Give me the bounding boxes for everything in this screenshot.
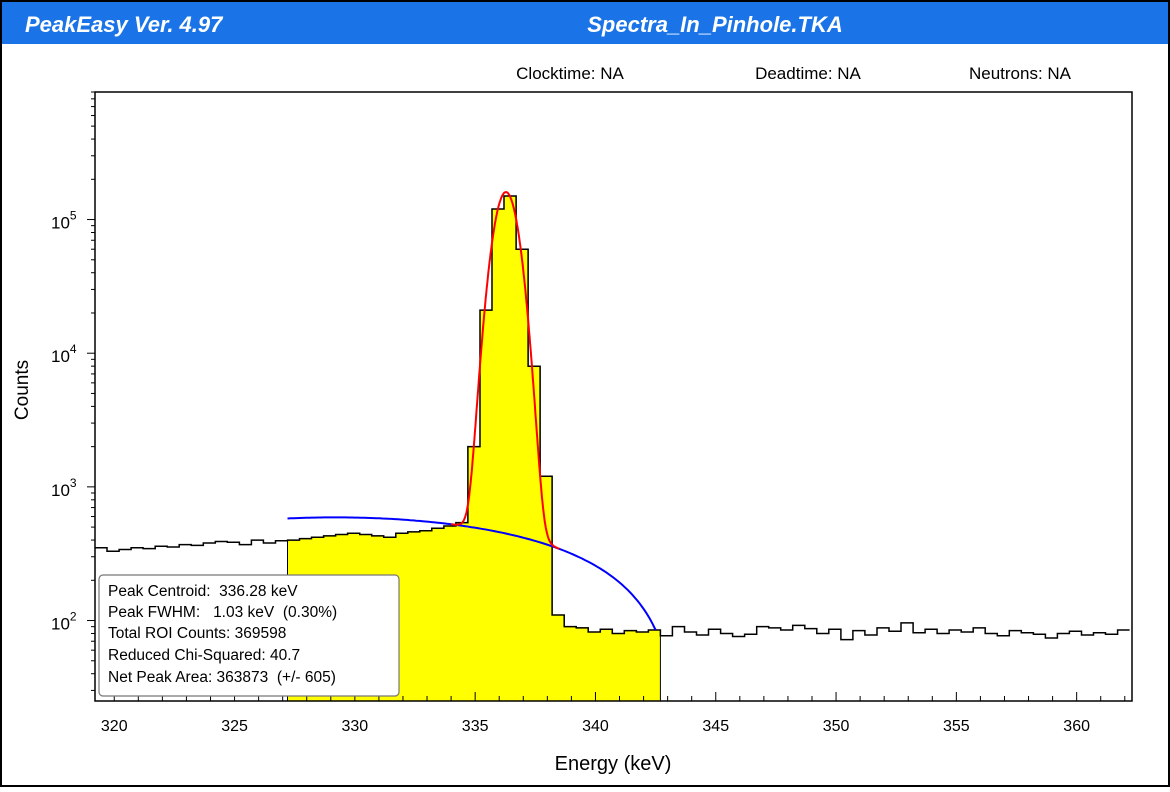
neutrons-readout: Neutrons: NA — [969, 64, 1072, 83]
x-tick-label: 355 — [943, 718, 970, 735]
x-axis-ticks: 320 325 330 335 340 345 350 355 360 — [101, 692, 1126, 735]
x-tick-label: 320 — [101, 718, 128, 735]
fit-results-box: Peak Centroid: 336.28 keV Peak FWHM: 1.0… — [98, 574, 400, 697]
x-tick-label: 345 — [702, 718, 729, 735]
background-fit-curve — [287, 516, 657, 631]
x-tick-label: 325 — [221, 718, 248, 735]
reduced-chi-squared-text: Reduced Chi-Squared: 40.7 — [108, 647, 300, 664]
fit-results-box-border — [98, 574, 400, 697]
file-title: Spectra_In_Pinhole.TKA — [587, 12, 843, 37]
axes-frame — [94, 91, 1133, 702]
x-tick-label: 360 — [1063, 718, 1090, 735]
x-tick-label: 350 — [823, 718, 850, 735]
clocktime-readout: Clocktime: NA — [516, 64, 624, 83]
net-peak-area-text: Net Peak Area: 363873 (+/- 605) — [108, 669, 336, 686]
x-tick-label: 335 — [462, 718, 489, 735]
x-axis-label: Energy (keV) — [555, 753, 672, 775]
x-tick-label: 330 — [341, 718, 368, 735]
spectrum-histogram-line — [95, 195, 1130, 641]
x-tick-label: 340 — [582, 718, 609, 735]
total-roi-counts-text: Total ROI Counts: 369598 — [108, 625, 286, 642]
title-bar — [2, 2, 1168, 44]
deadtime-readout: Deadtime: NA — [755, 64, 861, 83]
peak-centroid-text: Peak Centroid: 336.28 keV — [108, 583, 298, 600]
gaussian-fit-curve — [450, 191, 560, 550]
peak-fwhm-text: Peak FWHM: 1.03 keV (0.30%) — [108, 604, 337, 621]
y-axis-label: Counts — [12, 360, 33, 420]
app-title: PeakEasy Ver. 4.97 — [25, 12, 224, 37]
